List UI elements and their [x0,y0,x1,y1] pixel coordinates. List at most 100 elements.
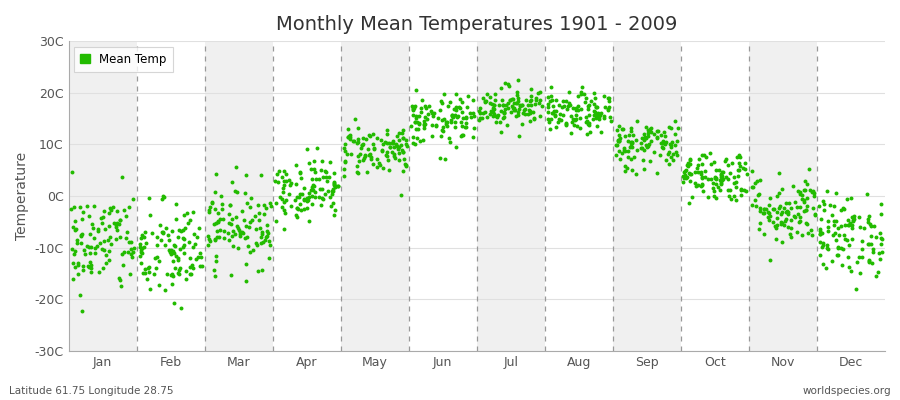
Point [76,267,91,274]
Point [752,220,767,226]
Point [499,102,513,108]
Point [664,142,679,148]
Point [847,216,861,222]
Point [275,185,290,191]
Point [823,202,837,209]
Point [165,228,179,234]
Point [351,170,365,176]
Point [520,110,535,117]
Point [194,254,208,260]
Point [731,173,745,179]
Point [688,180,703,186]
Point [445,112,459,118]
Point [102,223,116,229]
Point [110,220,124,226]
Point [272,167,286,174]
Point [571,103,585,109]
Point [752,226,767,232]
Point [816,207,831,213]
Point [125,195,140,202]
Point [156,193,170,200]
Point [166,248,180,254]
Point [174,305,188,311]
Bar [613,41,681,351]
Point [202,204,217,210]
Point [176,244,190,250]
Point [380,148,394,155]
Point [601,104,616,111]
Point [549,108,563,114]
Point [600,106,615,112]
Point [513,102,527,108]
Point [706,159,721,165]
Point [109,236,123,242]
Point [171,270,185,276]
Point [594,128,608,135]
Point [75,230,89,237]
Point [77,247,92,253]
Point [523,98,537,105]
Point [588,94,602,101]
Point [454,109,469,115]
Point [618,133,633,139]
Point [510,95,525,102]
Point [496,115,510,121]
Point [559,98,573,104]
Point [670,138,684,144]
Point [650,135,664,142]
Point [805,232,819,238]
Point [700,194,715,200]
Point [396,149,410,156]
Point [866,246,880,252]
Point [138,229,152,235]
Point [76,209,91,215]
Point [120,228,134,235]
Point [820,245,834,251]
Point [296,206,310,212]
Point [873,201,887,208]
Point [769,236,783,242]
Point [744,184,759,190]
Point [857,224,871,231]
Point [657,128,671,135]
Point [862,221,877,227]
Point [68,248,83,254]
Point [142,286,157,292]
Point [406,134,420,140]
Point [682,200,697,206]
Point [560,106,574,112]
Point [814,244,829,250]
Point [452,104,466,110]
Point [659,139,673,145]
Point [543,126,557,132]
Point [535,102,549,109]
Point [778,218,792,224]
Point [524,92,538,99]
Point [87,245,102,251]
Point [273,194,287,200]
Point [409,126,423,132]
Point [337,145,351,152]
Point [516,110,530,116]
Point [739,188,753,194]
Point [625,144,639,150]
Point [862,240,877,247]
Point [455,132,470,138]
Point [392,149,407,156]
Point [505,102,519,109]
Point [615,150,629,156]
Point [414,108,428,115]
Point [619,165,634,171]
Point [305,176,320,182]
Point [841,196,855,202]
Point [813,239,827,246]
Title: Monthly Mean Temperatures 1901 - 2009: Monthly Mean Temperatures 1901 - 2009 [276,15,678,34]
Point [418,103,432,109]
Point [404,103,419,110]
Point [316,196,330,202]
Point [725,159,740,166]
Point [104,207,119,213]
Point [772,170,787,176]
Point [217,228,231,234]
Point [361,146,375,152]
